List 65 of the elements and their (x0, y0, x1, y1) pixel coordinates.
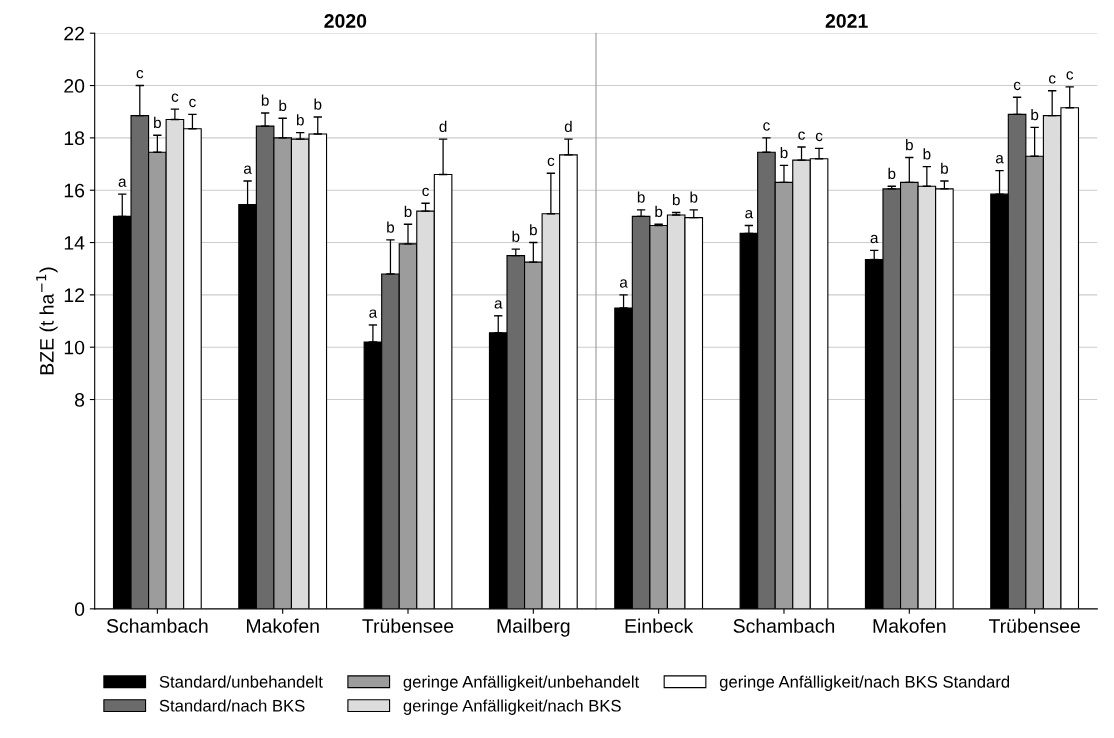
data-label: a (369, 309, 378, 318)
data-label: c (815, 132, 823, 142)
x-tick-label: Trübensee (362, 618, 454, 633)
data-label: c (1066, 71, 1074, 80)
chart-title: 2020 (324, 14, 367, 28)
data-label: b (404, 205, 412, 218)
data-label: a (619, 279, 628, 288)
data-label: b (154, 116, 161, 129)
data-label: c (1049, 75, 1056, 84)
data-label: c (136, 69, 144, 79)
legend-label: Standard/unbehandelt (159, 675, 323, 688)
y-tick-label: 16 (64, 183, 85, 198)
legend-label: Standard/nach BKS (159, 699, 305, 712)
data-label: b (655, 205, 663, 218)
data-label: b (314, 98, 322, 110)
data-label: a (870, 234, 879, 244)
y-tick-label: 8 (75, 392, 85, 407)
data-label: d (564, 120, 572, 132)
x-tick-label: Makofen (246, 618, 319, 633)
data-label: b (1031, 109, 1039, 121)
chart-title: 2021 (825, 14, 868, 28)
data-label: c (422, 187, 429, 197)
y-tick-label: 12 (64, 288, 84, 302)
data-label: c (763, 122, 770, 131)
x-tick-label: Schambach (106, 618, 208, 633)
y-tick-label: 14 (64, 236, 85, 250)
legend-label: geringe Anfälligkeit/nach BKS (403, 699, 621, 715)
data-label: c (171, 93, 179, 102)
data-label: a (243, 165, 252, 174)
legend-label: geringe Anfälligkeit/unbehandelt (403, 675, 640, 692)
y-tick-label: 10 (64, 340, 85, 355)
data-label: b (261, 94, 269, 106)
data-label: b (690, 191, 698, 203)
y-tick-label: 20 (64, 79, 85, 93)
x-tick-label: Schambach (733, 618, 835, 633)
y-tick-label: 22 (64, 26, 84, 41)
data-label: c (798, 131, 805, 140)
data-label: c (547, 157, 555, 167)
data-label: b (387, 221, 395, 233)
data-label: b (512, 230, 520, 242)
data-label: b (923, 148, 931, 160)
data-label: c (1013, 81, 1021, 91)
data-label: c (189, 98, 196, 108)
data-label: b (780, 146, 788, 159)
data-label: b (888, 167, 896, 180)
data-label: b (530, 224, 537, 236)
data-label: b (941, 162, 948, 174)
data-label: b (279, 99, 287, 112)
legend-label: geringe Anfälligkeit/nach BKS Standard (719, 675, 1010, 692)
x-tick-label: Makofen (873, 618, 946, 633)
y-tick-label: 18 (64, 131, 85, 146)
x-tick-label: Mailberg (497, 618, 570, 637)
y-axis-title: BZE (t ha$^{−1}$) (36, 267, 58, 375)
x-tick-label: Trübensee (988, 618, 1080, 633)
data-label: a (118, 178, 127, 187)
data-label: b (906, 139, 913, 151)
data-label: a (745, 209, 754, 219)
data-label: b (637, 191, 645, 203)
data-label: b (672, 194, 680, 206)
data-label: b (296, 114, 304, 126)
y-tick-label: 0 (74, 602, 85, 617)
data-label: a (494, 300, 503, 309)
x-tick-label: Einbeck (625, 618, 694, 633)
data-label: d (439, 120, 447, 132)
data-label: a (995, 155, 1004, 164)
